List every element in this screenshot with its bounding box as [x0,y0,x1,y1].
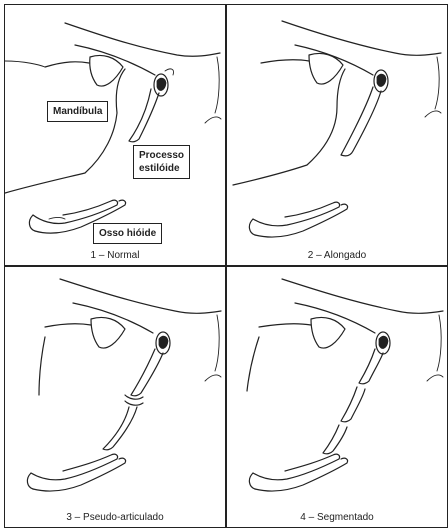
mandible-label-text: Mandíbula [53,106,103,117]
hyoid-bone-label-text: Osso hióide [99,228,157,239]
caption-normal: 1 – Normal [90,250,140,261]
styloid-process [340,86,382,157]
mandible-outline [38,316,126,396]
pseudo-articulated-anatomy-drawing [26,278,222,492]
hyoid-bone [26,453,127,492]
cranial-base-lines [281,278,444,334]
panel-elongated: 2 – Alongado [226,4,448,266]
styloid-process-label: Processo estilóide [133,145,191,179]
cranial-base-lines [59,278,222,334]
panel-pseudo-articulated: 3 – Pseudo-articulado [4,266,226,528]
hyoid-bone [248,453,349,492]
mandible-outline [232,52,346,186]
mandible-outline [246,316,346,392]
styloid-process-label-line2: estilóide [139,163,180,174]
ear-canal [153,56,222,124]
ear-canal [155,314,222,382]
caption-elongated: 2 – Alongado [307,250,367,261]
elongated-anatomy-drawing [232,20,442,238]
mandible-outline [5,54,126,194]
ear-canal [375,314,444,382]
cranial-base-lines [281,20,442,76]
mandible-label: Mandíbula [47,101,109,122]
caption-segmented: 4 – Segmentado [300,512,374,523]
panel-normal: Mandíbula Processo estilóide Osso hióide… [4,4,226,266]
cranial-base-lines [64,22,221,76]
styloid-process [102,348,164,451]
segmented-anatomy-drawing [246,278,444,492]
styloid-process [128,88,160,143]
hyoid-bone-label: Osso hióide [93,223,163,244]
hyoid-bone [248,201,349,238]
normal-anatomy-drawing [5,22,222,234]
ear-canal [373,56,442,118]
caption-pseudo-articulated: 3 – Pseudo-articulado [66,512,164,523]
hyoid-bone [28,199,127,234]
styloid-process-label-line1: Processo [139,150,185,161]
panel-segmented: 4 – Segmentado [226,266,448,528]
styloid-process [322,348,384,455]
